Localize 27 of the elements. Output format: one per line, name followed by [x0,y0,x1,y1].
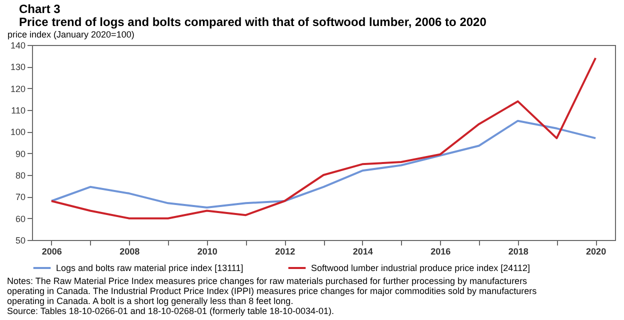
y-tick-label: 50 [15,236,26,246]
y-tick-label: 130 [10,62,26,72]
legend-label: Logs and bolts raw material price index [13111] [56,263,244,273]
x-tick-label: 2010 [197,246,218,256]
text: Notes: The Raw Material Price Index measures price changes for raw materials purchased for further processing by manufacturers operating in Canada. The Industrial Product Price Index (IPPI) measures price changes for major commodities sold by manufacturers operating in Canada. A bolt is a short log generally less than 8 feet long. [7,276,538,306]
y-tick-label: 140 [10,40,26,50]
y-tick-label: 60 [15,214,26,224]
y-tick-label: 100 [10,127,26,138]
y-tick-label: 110 [11,106,26,116]
line-series [50,120,597,208]
y-axis-title: price index (January 2020=100) [8,30,134,40]
chart-subtitle: Price trend of logs and bolts compared with that of softwood lumber, 2006 to 2020 [19,15,487,29]
legend-label: Softwood lumber industrial produce price index [24112] [311,263,530,273]
x-tick-label: 2006 [42,246,62,256]
source-note: Source: Tables 18-10-0266-01 and 18-10-0268-01 (formerly table 18-10-0034-01). [7,306,334,316]
y-tick-label: 80 [15,170,26,180]
line-series [50,57,597,220]
x-tick-label: 2014 [352,246,373,256]
x-tick-label: 2018 [508,246,528,256]
chart-title: Chart 3 [19,2,61,16]
x-tick-label: 2012 [275,246,296,256]
y-tick-label: 120 [10,84,26,94]
x-tick-label: 2016 [430,246,451,256]
y-tick-label: 90 [15,148,26,159]
x-tick-label: 2020 [586,246,606,256]
x-tick-label: 2008 [120,246,140,256]
y-tick-label: 70 [15,192,26,202]
